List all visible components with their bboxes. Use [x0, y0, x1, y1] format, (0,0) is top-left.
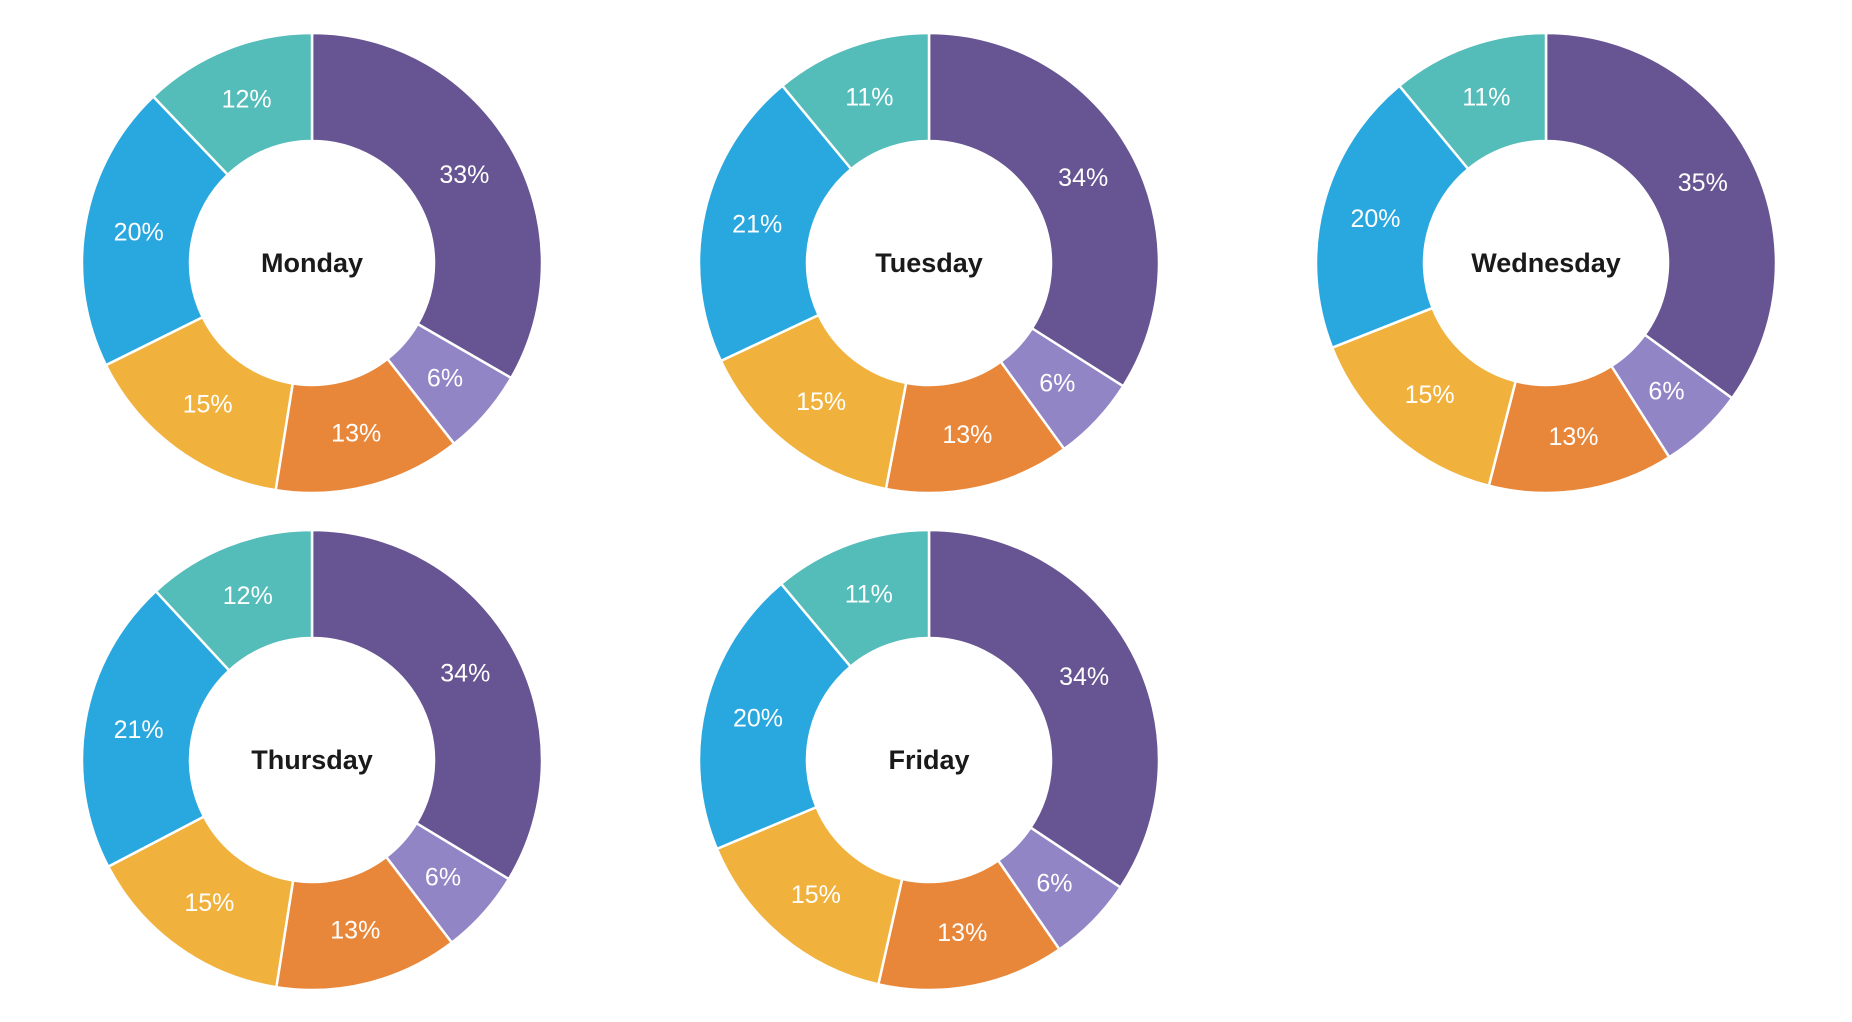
donut-segment-0 — [927, 31, 1161, 388]
donut-segment-5 — [779, 528, 931, 668]
chart-title: Friday — [888, 745, 969, 775]
donut-chart-thursday: 34% 6% 13% 15% 21% 12% Thursday — [79, 527, 545, 993]
donut-segment-5 — [1398, 31, 1548, 171]
donut-segment-3 — [104, 315, 294, 492]
donut-segment-4 — [697, 84, 853, 363]
segment-label-2: 13% — [942, 421, 992, 449]
segment-label-0: 35% — [1678, 169, 1728, 197]
segment-label-1: 6% — [1039, 370, 1075, 398]
segment-label-4: 20% — [114, 218, 164, 246]
segment-label-2: 13% — [331, 419, 381, 447]
donut-segment-0 — [310, 528, 544, 881]
donut-segment-4 — [697, 582, 852, 851]
donut-segment-5 — [781, 31, 931, 171]
donut-segment-2 — [274, 357, 456, 495]
segment-label-4: 20% — [1350, 205, 1400, 233]
segment-label-3: 15% — [791, 881, 841, 909]
segment-label-4: 20% — [733, 705, 783, 733]
chart-title: Wednesday — [1471, 248, 1621, 278]
segment-label-5: 12% — [223, 582, 273, 610]
segment-label-3: 15% — [1405, 381, 1455, 409]
segment-label-0: 34% — [1059, 663, 1109, 691]
segment-label-1: 6% — [425, 864, 461, 892]
chart-title: Monday — [261, 248, 363, 278]
donut-segment-3 — [719, 313, 908, 491]
segment-label-3: 15% — [183, 391, 233, 419]
segment-label-0: 33% — [439, 161, 489, 189]
chart-title: Thursday — [251, 745, 373, 775]
donut-svg: 34% 6% 13% 15% 21% 12% Thursday — [80, 528, 544, 992]
donut-svg: 33% 6% 13% 15% 20% 12% Monday — [80, 31, 544, 495]
donut-segment-5 — [152, 31, 314, 176]
segment-label-4: 21% — [732, 211, 782, 239]
segment-label-5: 11% — [845, 83, 893, 111]
donut-segment-4 — [80, 95, 230, 367]
donut-svg: 34% 6% 13% 15% 20% 11% Friday — [697, 528, 1161, 992]
donut-segment-3 — [1330, 306, 1517, 488]
donut-segment-4 — [80, 589, 231, 868]
donut-chart-wednesday: 35% 6% 13% 15% 20% 11% Wednesday — [1313, 30, 1779, 496]
segment-label-5: 11% — [845, 581, 893, 609]
donut-chart-friday: 34% 6% 13% 15% 20% 11% Friday — [696, 527, 1162, 993]
segment-label-2: 13% — [330, 917, 380, 945]
segment-label-5: 11% — [1462, 83, 1510, 111]
segment-label-3: 15% — [796, 388, 846, 416]
segment-label-0: 34% — [440, 660, 490, 688]
donut-segment-2 — [877, 859, 1061, 992]
segment-label-4: 21% — [114, 716, 164, 744]
chart-title: Tuesday — [875, 248, 983, 278]
donut-chart-tuesday: 34% 6% 13% 15% 21% 11% Tuesday — [696, 30, 1162, 496]
donut-svg: 35% 6% 13% 15% 20% 11% Wednesday — [1314, 31, 1778, 495]
donut-segment-0 — [1544, 31, 1778, 400]
donut-chart-monday: 33% 6% 13% 15% 20% 12% Monday — [79, 30, 545, 496]
segment-label-5: 12% — [222, 86, 272, 114]
donut-segment-0 — [927, 528, 1161, 889]
donut-segment-3 — [715, 805, 904, 986]
donut-segment-4 — [1314, 84, 1470, 349]
segment-label-0: 34% — [1058, 164, 1108, 192]
segment-label-2: 13% — [937, 919, 987, 947]
segment-label-1: 6% — [427, 364, 463, 392]
segment-label-2: 13% — [1548, 423, 1598, 451]
donut-segment-5 — [154, 528, 314, 672]
donut-segment-0 — [310, 31, 544, 380]
segment-label-1: 6% — [1036, 870, 1072, 898]
segment-label-3: 15% — [184, 889, 234, 917]
segment-label-1: 6% — [1648, 377, 1684, 405]
donut-svg: 34% 6% 13% 15% 21% 11% Tuesday — [697, 31, 1161, 495]
